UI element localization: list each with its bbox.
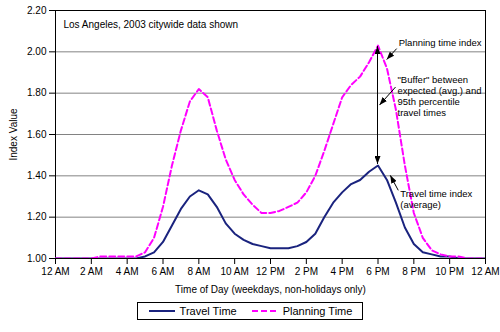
svg-text:6 PM: 6 PM — [366, 266, 389, 277]
svg-text:12 PM: 12 PM — [256, 266, 285, 277]
svg-text:12 AM: 12 AM — [471, 266, 499, 277]
svg-text:Los Angeles, 2003 citywide dat: Los Angeles, 2003 citywide data shown — [64, 19, 239, 30]
svg-text:1.20: 1.20 — [27, 211, 47, 222]
svg-text:4 PM: 4 PM — [330, 266, 353, 277]
svg-text:1.40: 1.40 — [27, 170, 47, 181]
svg-text:2 PM: 2 PM — [295, 266, 318, 277]
svg-text:8 AM: 8 AM — [187, 266, 210, 277]
svg-text:12 AM: 12 AM — [41, 266, 69, 277]
svg-text:2 AM: 2 AM — [80, 266, 103, 277]
svg-text:Time of Day (weekdays, non-hol: Time of Day (weekdays, non-holidays only… — [175, 284, 366, 295]
svg-text:Travel time index(average): Travel time index(average) — [400, 188, 472, 210]
svg-text:6 AM: 6 AM — [152, 266, 175, 277]
svg-text:"Buffer" betweenexpected (avg.: "Buffer" betweenexpected (avg.) and95th … — [398, 74, 482, 118]
svg-text:2.00: 2.00 — [27, 46, 47, 57]
svg-text:4 AM: 4 AM — [116, 266, 139, 277]
svg-text:1.60: 1.60 — [27, 129, 47, 140]
html-text:Travel Time: Travel Time — [179, 305, 237, 317]
svg-text:8 PM: 8 PM — [402, 266, 425, 277]
svg-text:1.00: 1.00 — [27, 253, 47, 264]
svg-text:Planning time index: Planning time index — [399, 37, 482, 48]
html-text:Planning Time: Planning Time — [282, 305, 353, 317]
svg-text:Index Value: Index Value — [8, 108, 19, 161]
svg-text:10 PM: 10 PM — [435, 266, 464, 277]
svg-text:2.20: 2.20 — [27, 5, 47, 16]
svg-text:10 AM: 10 AM — [220, 266, 248, 277]
svg-text:1.80: 1.80 — [27, 87, 47, 98]
